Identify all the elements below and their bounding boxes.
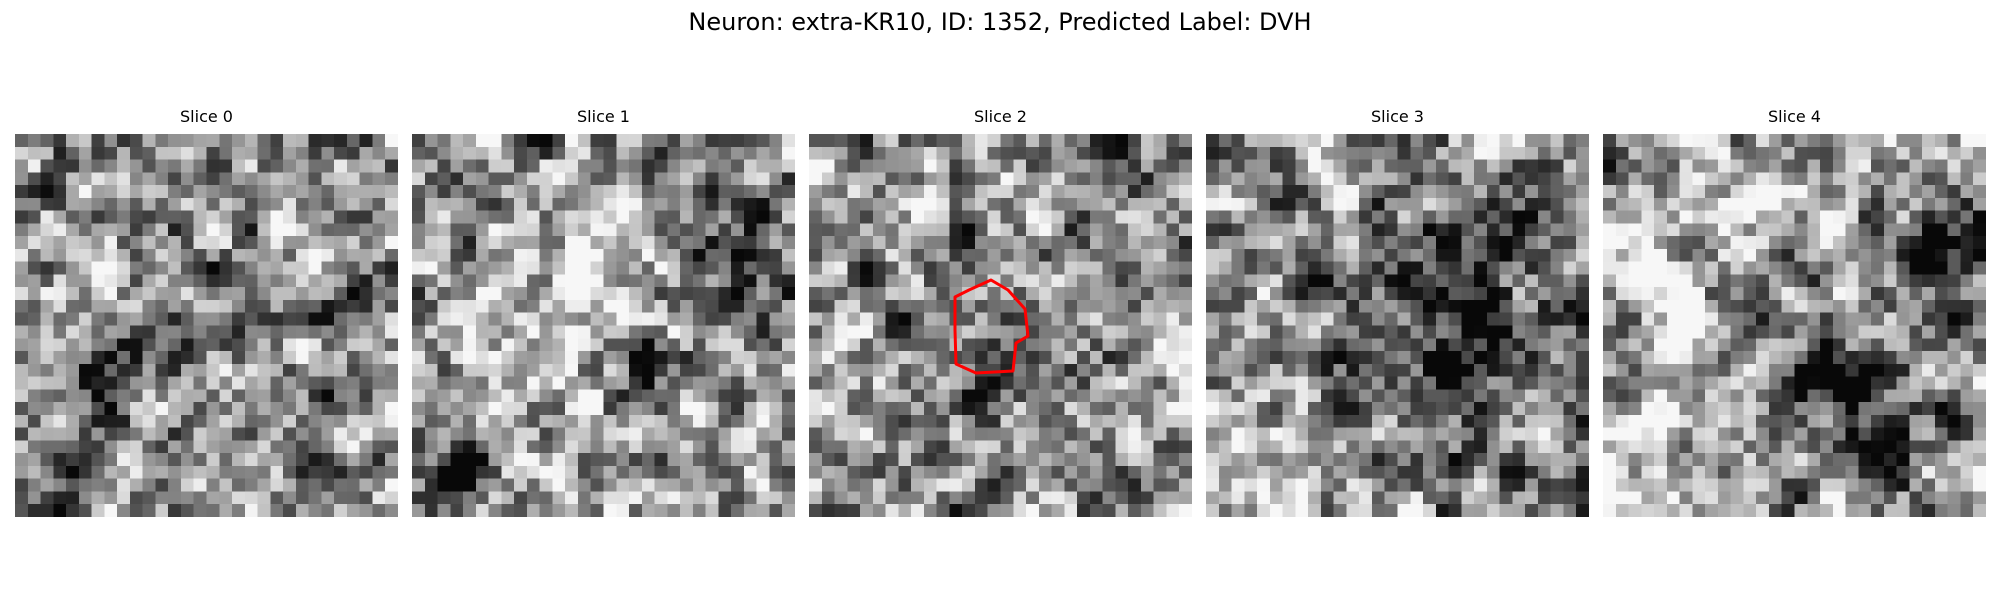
slice-panel-1: Slice 1	[412, 107, 795, 517]
slice-title: Slice 4	[1768, 107, 1821, 126]
slice-title: Slice 1	[577, 107, 630, 126]
slice-title: Slice 0	[180, 107, 233, 126]
slice-image	[809, 134, 1192, 517]
slice-title: Slice 2	[974, 107, 1027, 126]
slice-image	[15, 134, 398, 517]
slice-image	[412, 134, 795, 517]
slice-panel-3: Slice 3	[1206, 107, 1589, 517]
slice-image	[1206, 134, 1589, 517]
slice-title: Slice 3	[1371, 107, 1424, 126]
slice-panel-0: Slice 0	[15, 107, 398, 517]
slice-image	[1603, 134, 1986, 517]
figure-title: Neuron: extra-KR10, ID: 1352, Predicted …	[688, 8, 1312, 36]
slice-panel-2: Slice 2	[809, 107, 1192, 517]
slice-panel-4: Slice 4	[1603, 107, 1986, 517]
